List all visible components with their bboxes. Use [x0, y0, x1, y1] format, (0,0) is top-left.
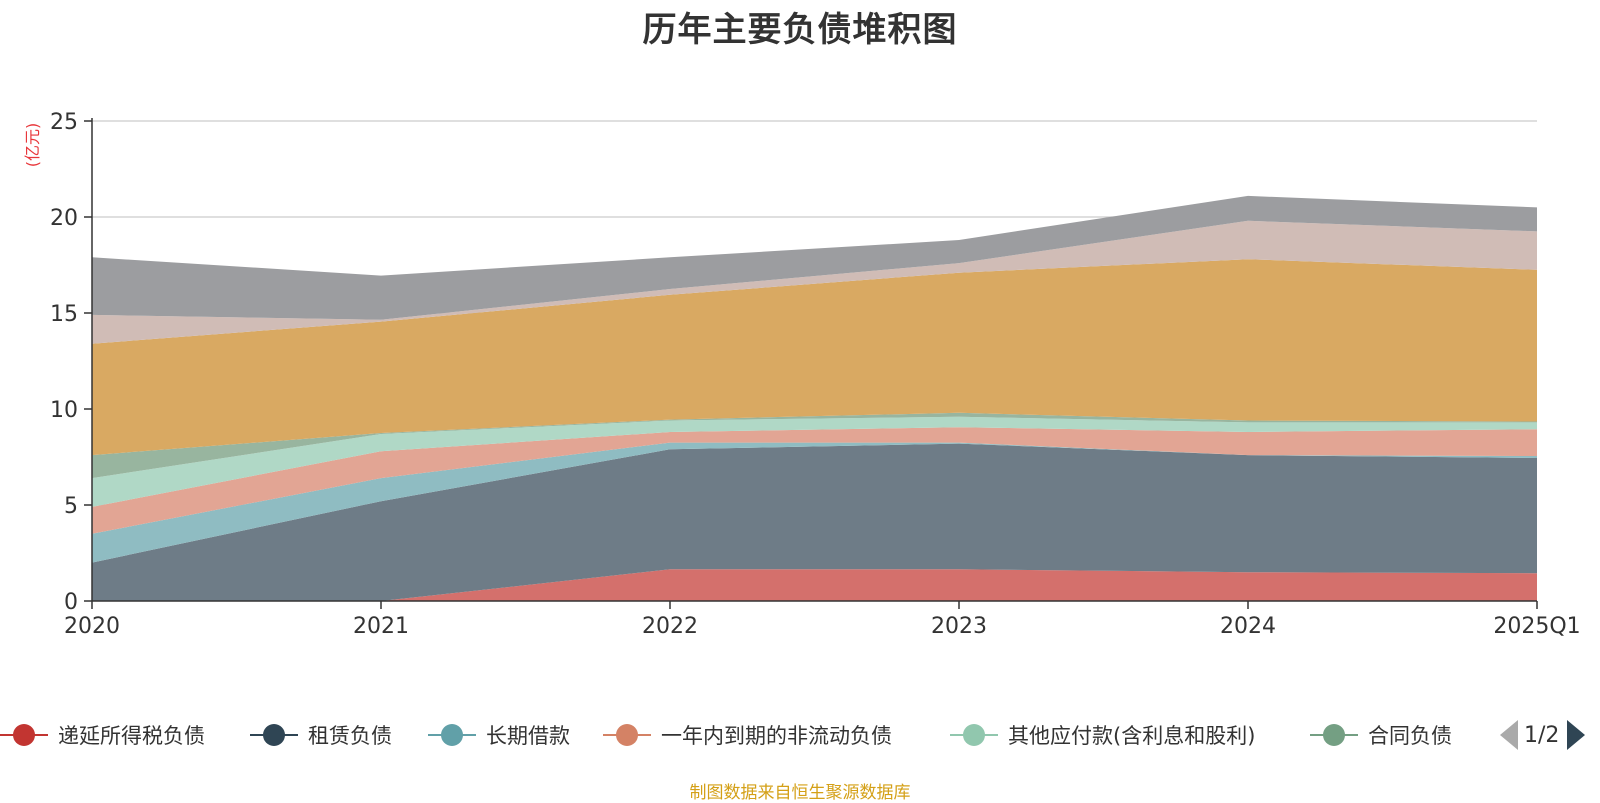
legend-label: 一年内到期的非流动负债 — [661, 724, 892, 748]
y-tick-label: 15 — [50, 302, 78, 327]
axis-layer: 0 5 10 15 20 25 2020 2021 2022 2023 2024 2025Q1 — [50, 110, 1581, 639]
area-layer — [92, 195, 1537, 601]
legend-label: 租赁负债 — [308, 724, 392, 748]
x-tick-label: 2025Q1 — [1493, 614, 1580, 639]
legend-marker-icon — [0, 718, 48, 752]
y-tick-label: 10 — [50, 398, 78, 423]
legend-item[interactable]: 租赁负债 — [250, 718, 392, 752]
legend-marker-icon — [950, 718, 998, 752]
pager-prev-icon[interactable] — [1500, 720, 1518, 750]
y-tick-label: 25 — [50, 110, 78, 135]
area-series-8[interactable] — [92, 195, 1537, 320]
source-note: 制图数据来自恒生聚源数据库 — [689, 783, 911, 803]
legend-item[interactable]: 一年内到期的非流动负债 — [603, 718, 892, 752]
legend-item[interactable]: 其他应付款(含利息和股利) — [950, 718, 1255, 752]
legend-pager: 1/2 — [1500, 718, 1586, 752]
legend-item[interactable]: 合同负债 — [1310, 718, 1452, 752]
area-series-3[interactable] — [92, 427, 1537, 534]
x-tick-label: 2021 — [353, 614, 409, 639]
pager-text: 1/2 — [1524, 722, 1560, 748]
area-series-7[interactable] — [92, 220, 1537, 344]
x-tick-label: 2023 — [931, 614, 987, 639]
legend-marker-icon — [250, 718, 298, 752]
x-tick-label: 2020 — [64, 614, 120, 639]
area-series-4[interactable] — [92, 416, 1537, 507]
legend-item[interactable]: 长期借款 — [428, 718, 570, 752]
y-tick-label: 5 — [64, 494, 78, 519]
legend-label: 其他应付款(含利息和股利) — [1008, 724, 1256, 748]
pager-next-icon[interactable] — [1567, 720, 1586, 750]
chart-title: 历年主要负债堆积图 — [642, 10, 958, 50]
legend-item[interactable]: 递延所得税负债 — [0, 718, 205, 752]
legend-label: 递延所得税负债 — [58, 724, 205, 748]
y-tick-label: 20 — [50, 206, 78, 231]
area-series-0[interactable] — [92, 569, 1537, 601]
legend-marker-icon — [1310, 718, 1358, 752]
legend-marker-icon — [428, 718, 476, 752]
x-tick-label: 2024 — [1220, 614, 1276, 639]
legend-label: 合同负债 — [1368, 724, 1452, 748]
legend-label: 长期借款 — [486, 724, 570, 748]
area-series-1[interactable] — [92, 443, 1537, 601]
legend: 递延所得税负债 租赁负债 长期借款 一年内到期的非流动负债 其他应付款(含利息和股利) 合… — [0, 718, 1600, 752]
area-series-2[interactable] — [92, 442, 1537, 563]
y-axis-unit-label: (亿元) — [23, 123, 42, 168]
x-tick-label: 2022 — [642, 614, 698, 639]
area-series-6[interactable] — [92, 259, 1537, 456]
y-tick-label: 0 — [64, 590, 78, 615]
legend-marker-icon — [603, 718, 651, 752]
